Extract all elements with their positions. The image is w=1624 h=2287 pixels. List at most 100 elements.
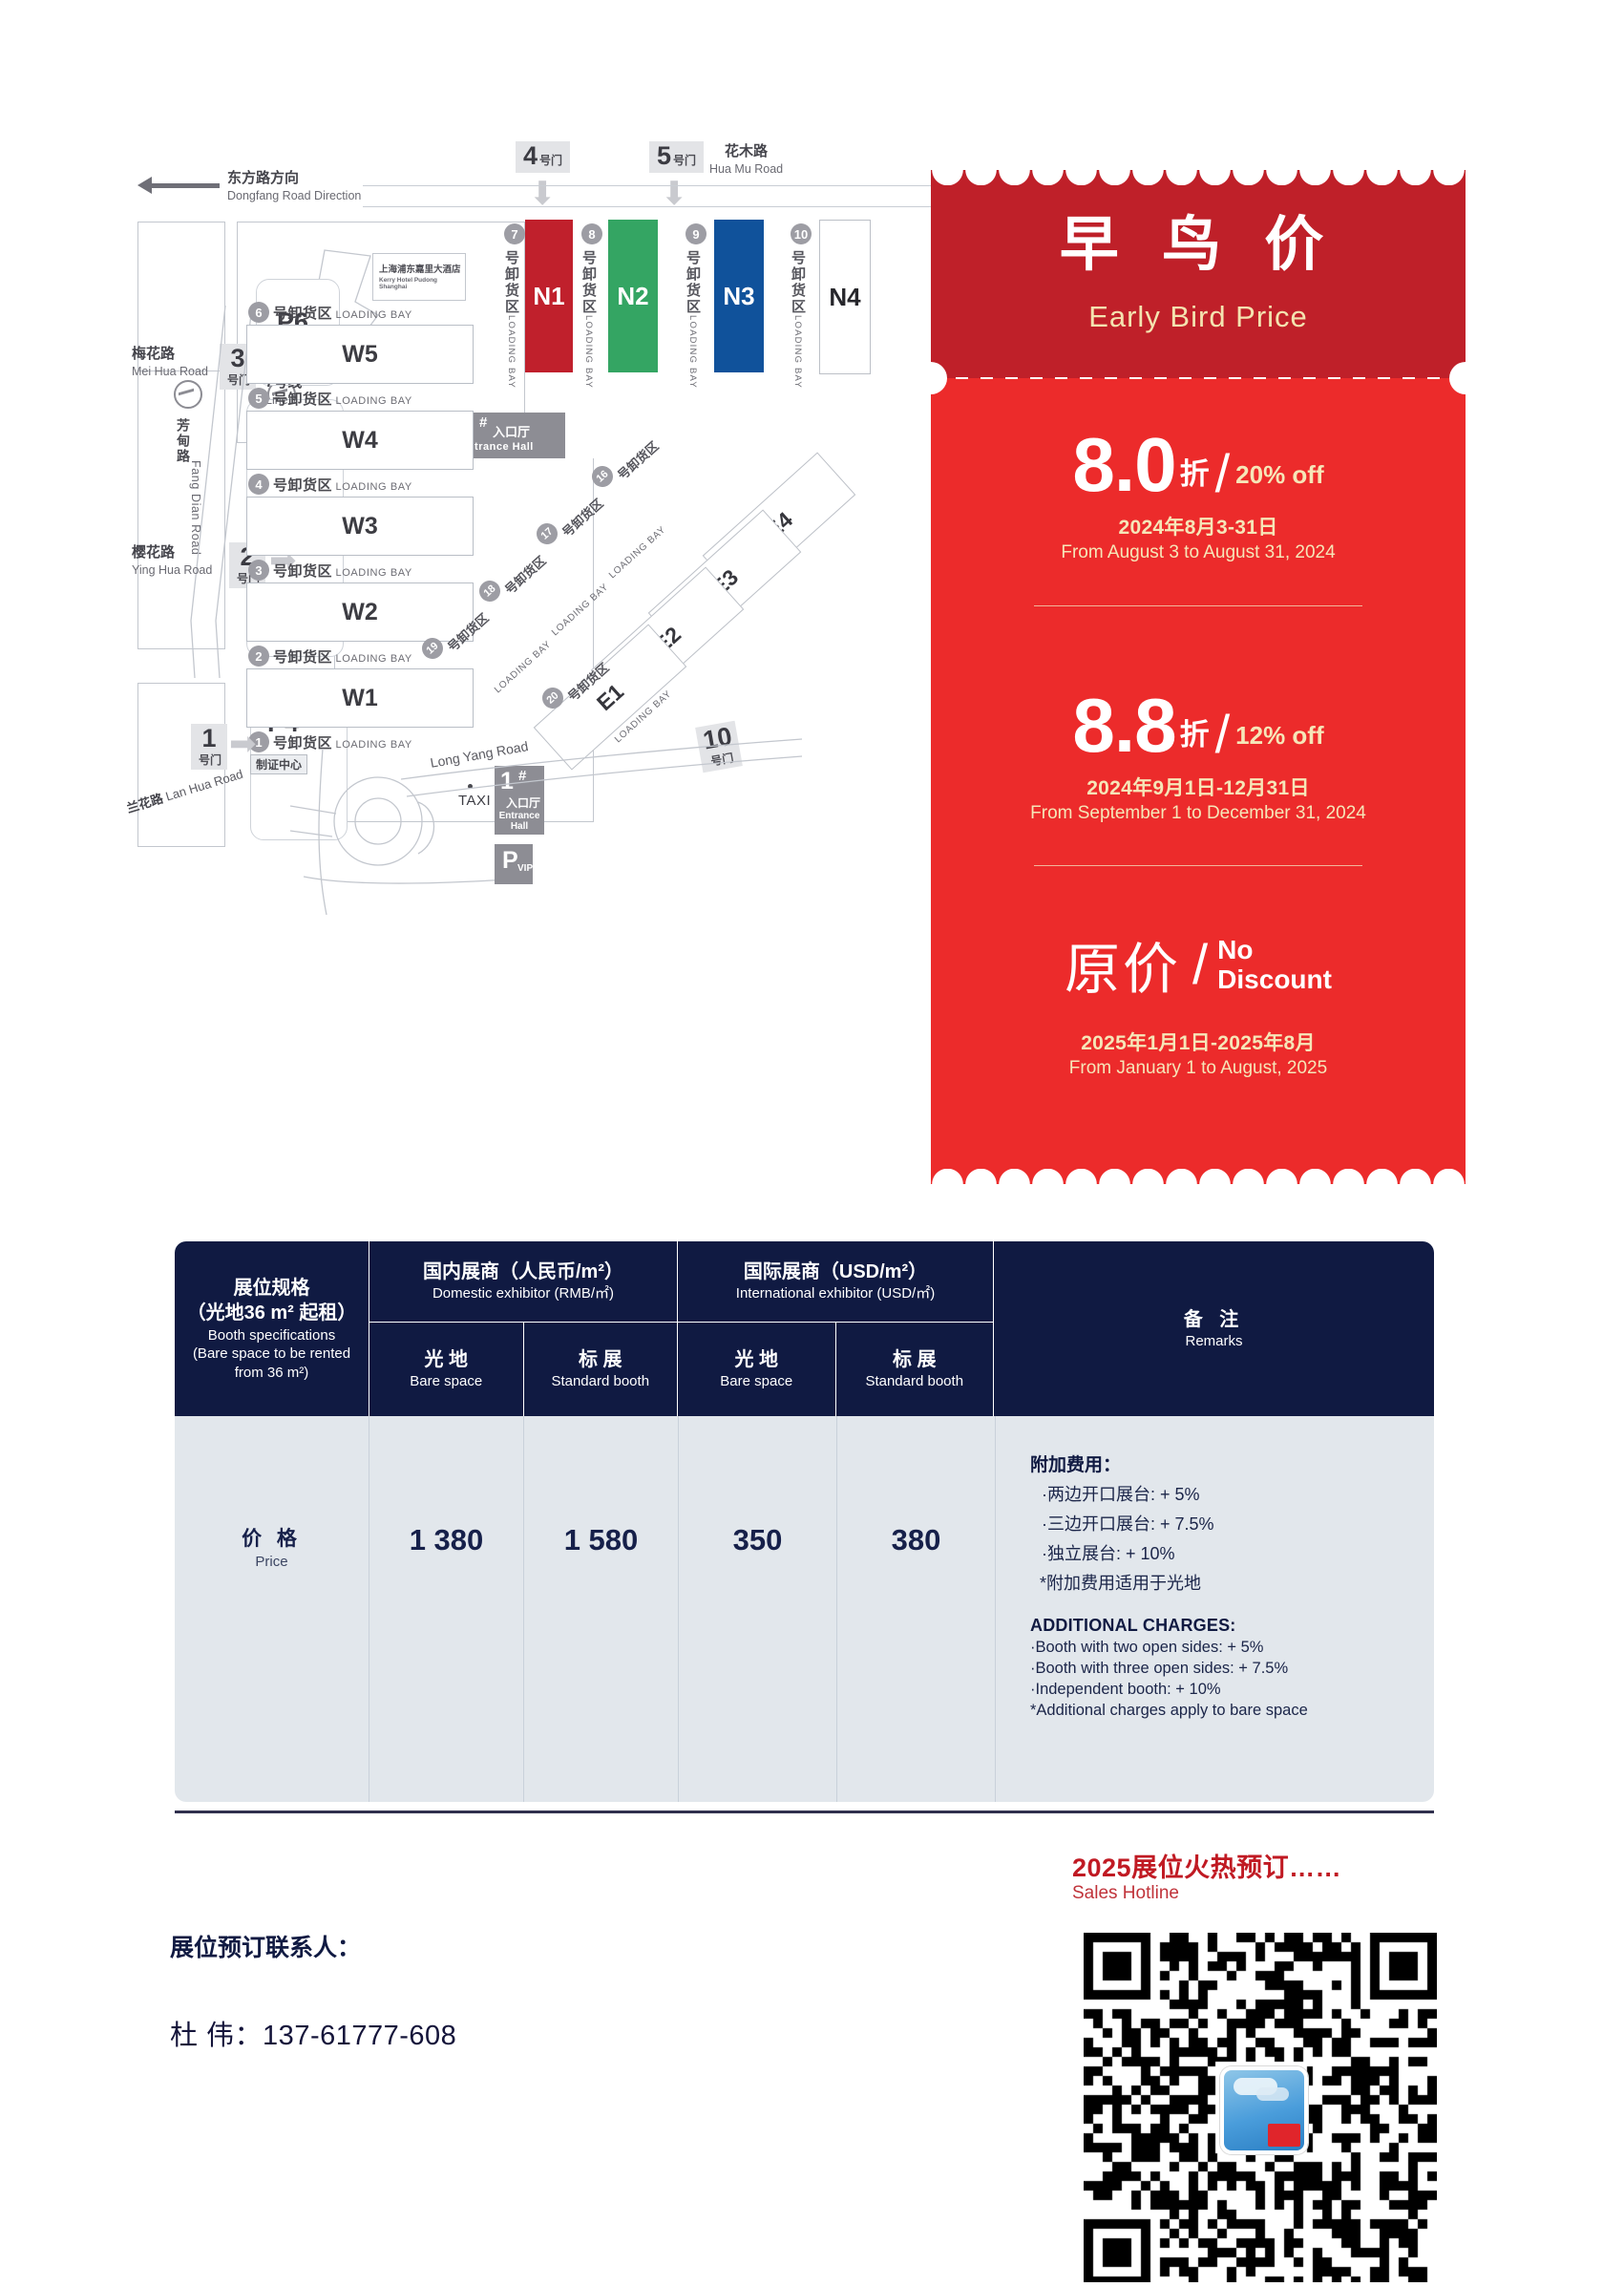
no-discount-en-l2: Discount (1217, 964, 1332, 994)
loading-bay-4-label: 号卸货区 LOADING BAY (273, 475, 412, 495)
loading-bay-3-badge: 3 (248, 560, 269, 581)
intl-bare-en: Bare space (720, 1373, 793, 1390)
tier-2-value: 8.8 (1072, 683, 1176, 768)
taxi-label: TAXI (458, 793, 492, 809)
gate-5: 5 号门 (649, 141, 705, 173)
huamu-cn: 花木路 (725, 143, 769, 159)
wechat-qr-code[interactable] (1084, 1933, 1437, 2282)
no-discount-en: No Discount (1217, 935, 1332, 995)
row-label-price: 价 格 Price (175, 1416, 369, 1802)
gate-4-arrow-icon: ⬇ (529, 176, 557, 212)
domestic-std-en: Standard booth (551, 1373, 650, 1390)
lb17: 17 (538, 525, 556, 542)
no-discount-slash-icon: / (1192, 933, 1209, 996)
venue-map: 东方路方向 Dongfang Road Direction 上海浦东嘉里大酒店 … (125, 141, 1480, 1184)
coupon-scallop-bottom (931, 1169, 1466, 1184)
fangdian-road-path (190, 305, 253, 679)
lb5-cn: 号卸货区 (273, 392, 333, 408)
lb3-cn: 号卸货区 (273, 563, 333, 580)
loading-bay-10-cn: 号卸货区 (790, 250, 806, 315)
header-domestic-top: 国内展商（人民币/m²） Domestic exhibitor (RMB/㎡) (369, 1241, 677, 1323)
price-table-header: 展位规格 （光地36 m² 起租） Booth specifications (… (175, 1241, 1434, 1416)
lb4: 4 (255, 476, 263, 492)
lb6-cn: 号卸货区 (273, 306, 333, 322)
parking-vip-p: P (502, 847, 518, 874)
coupon-title-en: Early Bird Price (1088, 300, 1308, 333)
domestic-cn: 国内展商（人民币/m²） (423, 1261, 623, 1283)
header-domestic: 国内展商（人民币/m²） Domestic exhibitor (RMB/㎡) … (369, 1241, 677, 1416)
coupon-no-discount: 原价 / No Discount 2025年1月1日-2025年8月 From … (931, 924, 1466, 1079)
domestic-bare-value: 1 380 (409, 1523, 484, 1556)
loading-bay-5-label: 号卸货区 LOADING BAY (273, 389, 412, 409)
gate-1-label: 号门 (199, 753, 222, 767)
tier-2-date-cn: 2024年9月1日-12月31日 (1086, 776, 1310, 799)
loading-bay-3-label: 号卸货区 LOADING BAY (273, 561, 412, 581)
intl-bare-cn: 光 地 (734, 1349, 779, 1371)
hall-N3: N3 (714, 220, 764, 372)
header-domestic-bare: 光 地 Bare space (369, 1323, 523, 1416)
no-discount-cn: 原价 (1065, 939, 1182, 1001)
yinghua-en: Ying Hua Road (132, 562, 213, 577)
huamu-road-label: 花木路 Hua Mu Road (709, 143, 783, 176)
entrance-hall-2-en: Entrance Hall (460, 441, 534, 453)
gate-5-num: 5 (657, 141, 672, 170)
loading-bay-5-badge: 5 (248, 388, 269, 409)
hall-W2: W2 (246, 582, 474, 642)
coupon-notch-right (1449, 362, 1482, 394)
hall-W1: W1 (246, 668, 474, 728)
hall-W5: W5 (246, 325, 474, 384)
road-line-top-3 (363, 206, 1031, 208)
gate-5-arrow-icon: ⬇ (661, 176, 688, 212)
no-discount-en-l1: No (1217, 934, 1254, 964)
map-block-left-lower (137, 371, 225, 649)
cell-domestic-standard: 1 580 (523, 1416, 678, 1802)
gate-1-arrow-icon: ➡ (229, 726, 257, 762)
lb5: 5 (255, 391, 263, 406)
fangdian-road-label-en: Fang Dian Road (189, 460, 202, 556)
parking-vip-plate: P VIP (495, 844, 533, 884)
loading-bay-9-en: LOADING BAY (687, 315, 698, 389)
dongfang-en: Dongfang Road Direction (227, 188, 362, 202)
contact-person-phone: 杜 伟：137-61777-608 (170, 2021, 457, 2051)
lb4-cn: 号卸货区 (273, 477, 333, 494)
loading-bay-6-label: 号卸货区 LOADING BAY (273, 303, 412, 323)
remarks-cn-title: 附加费用： (1030, 1455, 1122, 1475)
lb16: 16 (594, 468, 611, 485)
lb8: 8 (588, 226, 596, 242)
spec-cn-1: 展位规格 (233, 1277, 310, 1299)
coupon-divider-1 (1034, 605, 1362, 607)
loading-bay-6-badge: 6 (248, 302, 269, 323)
loading-bay-17-label-en: LOADING BAY (607, 524, 668, 582)
tier-1-slash-icon: / (1214, 443, 1231, 504)
loading-bay-7-cn: 号卸货区 (503, 250, 519, 315)
domestic-standard-value: 1 580 (563, 1523, 639, 1556)
tier-1-zhe: 折 (1179, 456, 1210, 491)
hotel-en: Kerry Hotel Pudong Shanghai (379, 277, 438, 290)
entrance-hall-2-hash: # (479, 414, 488, 431)
remarks-cn-item-2: ·三边开口展台: + 7.5% (1042, 1514, 1214, 1534)
qr-center-logo-icon (1220, 2066, 1308, 2154)
line7-en-mid: Line 7 (265, 392, 299, 407)
intl-std-cn: 标 展 (892, 1349, 937, 1371)
spec-en-3: from 36 m²) (234, 1364, 309, 1381)
loading-bay-7-badge: 7 (504, 223, 525, 244)
cell-intl-standard: 380 (836, 1416, 995, 1802)
lb19: 19 (424, 640, 441, 657)
gate-5-label: 号门 (673, 154, 697, 167)
remarks-cn-item-3: ·独立展台: + 10% (1042, 1544, 1175, 1563)
domestic-en: Domestic exhibitor (RMB/㎡) (432, 1285, 615, 1302)
loading-bay-2-badge: 2 (248, 646, 269, 667)
lb1-cn: 号卸货区 (273, 735, 333, 752)
meihua-cn: 梅花路 (132, 346, 176, 362)
early-bird-coupon: 早 鸟 价 Early Bird Price 8.0 折 / 20% off 2… (915, 170, 1482, 1184)
remarks-cn-note: *附加费用适用于光地 (1040, 1574, 1202, 1593)
gate-1: 1 号门 (191, 724, 228, 770)
spec-cn-2: （光地36 m² 起租） (186, 1302, 357, 1324)
lb6-en: LOADING BAY (335, 309, 412, 321)
lb20: 20 (544, 689, 561, 707)
dongfang-cn: 东方路方向 (227, 170, 300, 186)
tier-1-value: 8.0 (1072, 422, 1176, 507)
hotel-label-box: 上海浦东嘉里大酒店 Kerry Hotel Pudong Shanghai (372, 253, 466, 301)
header-intl-bare: 光 地 Bare space (678, 1323, 835, 1416)
loading-bay-9-cn: 号卸货区 (685, 250, 701, 315)
